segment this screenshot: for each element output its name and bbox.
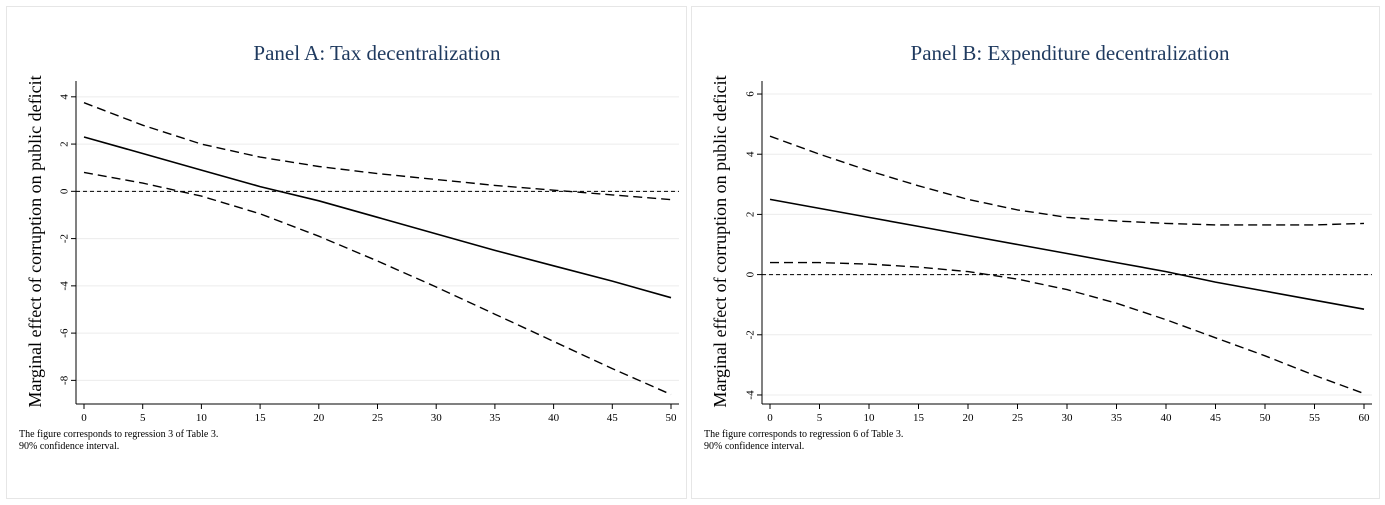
panel-b: Panel B: Expenditure decentralization 6 4 2… <box>691 6 1380 499</box>
panel-b-xtick-label: 40 <box>1161 412 1173 424</box>
panel-a-xtick-label: 10 <box>196 412 208 424</box>
panel-a-ytick-label: -2 <box>59 234 71 243</box>
panel-a-xtick-label: 15 <box>255 412 267 424</box>
panel-b-xtick-label: 60 <box>1359 412 1371 424</box>
panel-a-note-2: 90% confidence interval. <box>19 441 120 452</box>
panel-a-xtick-label: 20 <box>313 412 325 424</box>
panel-a-title: Panel A: Tax decentralization <box>253 41 501 65</box>
panel-b-xtick-label: 10 <box>864 412 876 424</box>
panel-a-y-axis-label: Marginal effect of corruption on public … <box>25 75 45 407</box>
panel-b-xtick-label: 25 <box>1012 412 1024 424</box>
panel-a-xtick-label: 25 <box>372 412 384 424</box>
panel-a-ytick-label: 0 <box>59 188 71 194</box>
panel-a-ytick-label: 4 <box>59 94 71 100</box>
panel-a-lower-ci-line <box>83 171 672 396</box>
panel-b-note-1: The figure corresponds to regression 6 o… <box>704 429 904 440</box>
panel-b-note-2: 90% confidence interval. <box>704 441 805 452</box>
panel-b-xtick-label: 35 <box>1111 412 1123 424</box>
panel-a-note-1: The figure corresponds to regression 3 o… <box>19 429 219 440</box>
panel-a-ytick-label: -6 <box>59 328 71 338</box>
panel-b-xtick-label: 0 <box>767 412 773 424</box>
panel-b-chart: Panel B: Expenditure decentralization 6 4 2… <box>710 41 1372 427</box>
panel-b-ytick-label: 4 <box>745 151 757 157</box>
panel-b-notes: The figure corresponds to regression 6 o… <box>704 429 903 453</box>
panel-b-xtick-label: 30 <box>1062 412 1074 424</box>
panel-a-xtick-label: 0 <box>81 412 87 424</box>
panel-b-y-axis-label: Marginal effect of corruption on public … <box>710 75 730 407</box>
panel-b-lower-ci-line <box>770 261 1365 395</box>
panel-a-xtick-label: 40 <box>548 412 560 424</box>
panel-a-xtick-label: 5 <box>140 412 146 424</box>
panel-b-ytick-label: -2 <box>745 330 757 339</box>
panel-b-xtick-label: 55 <box>1309 412 1321 424</box>
panel-a-chart: Panel A: Tax decentralization420-2-4-6-8… <box>25 41 679 427</box>
panel-b-xtick-label: 15 <box>913 412 925 424</box>
panel-b-ytick-label: 0 <box>745 271 757 277</box>
panel-a-ytick-label: 2 <box>59 141 71 147</box>
panel-a-upper-ci-line <box>83 102 672 201</box>
panel-a-x-axis-label: Tax decentralization <box>304 426 450 427</box>
panel-a-xtick-label: 30 <box>431 412 443 424</box>
panel-a-ytick-label: -4 <box>59 281 71 291</box>
panel-a-xtick-label: 50 <box>666 412 678 424</box>
panel-b-xtick-label: 5 <box>817 412 823 424</box>
panel-b-upper-ci-line <box>769 135 1365 226</box>
panel-a-xtick-label: 35 <box>489 412 501 424</box>
panel-b-ytick-label: -4 <box>745 390 757 400</box>
panel-a-notes: The figure corresponds to regression 3 o… <box>19 429 218 453</box>
panel-a-ytick-label: -8 <box>59 375 71 385</box>
panel-a: Panel A: Tax decentralization 4 2 0 -2 -4 -6 -8… <box>6 6 687 499</box>
panel-a-estimate-line <box>83 136 672 299</box>
panel-b-estimate-line <box>769 198 1365 310</box>
panel-b-title: Panel B: Expenditure decentralization <box>911 41 1230 65</box>
panel-a-xtick-label: 45 <box>607 412 619 424</box>
panel-b-xtick-label: 45 <box>1210 412 1222 424</box>
panel-b-xtick-label: 50 <box>1260 412 1272 424</box>
panel-b-ytick-label: 6 <box>745 91 757 97</box>
panel-b-x-axis-label: Expenditure decentralization <box>963 426 1170 427</box>
panel-b-xtick-label: 20 <box>963 412 975 424</box>
panel-b-ytick-label: 2 <box>745 212 757 218</box>
